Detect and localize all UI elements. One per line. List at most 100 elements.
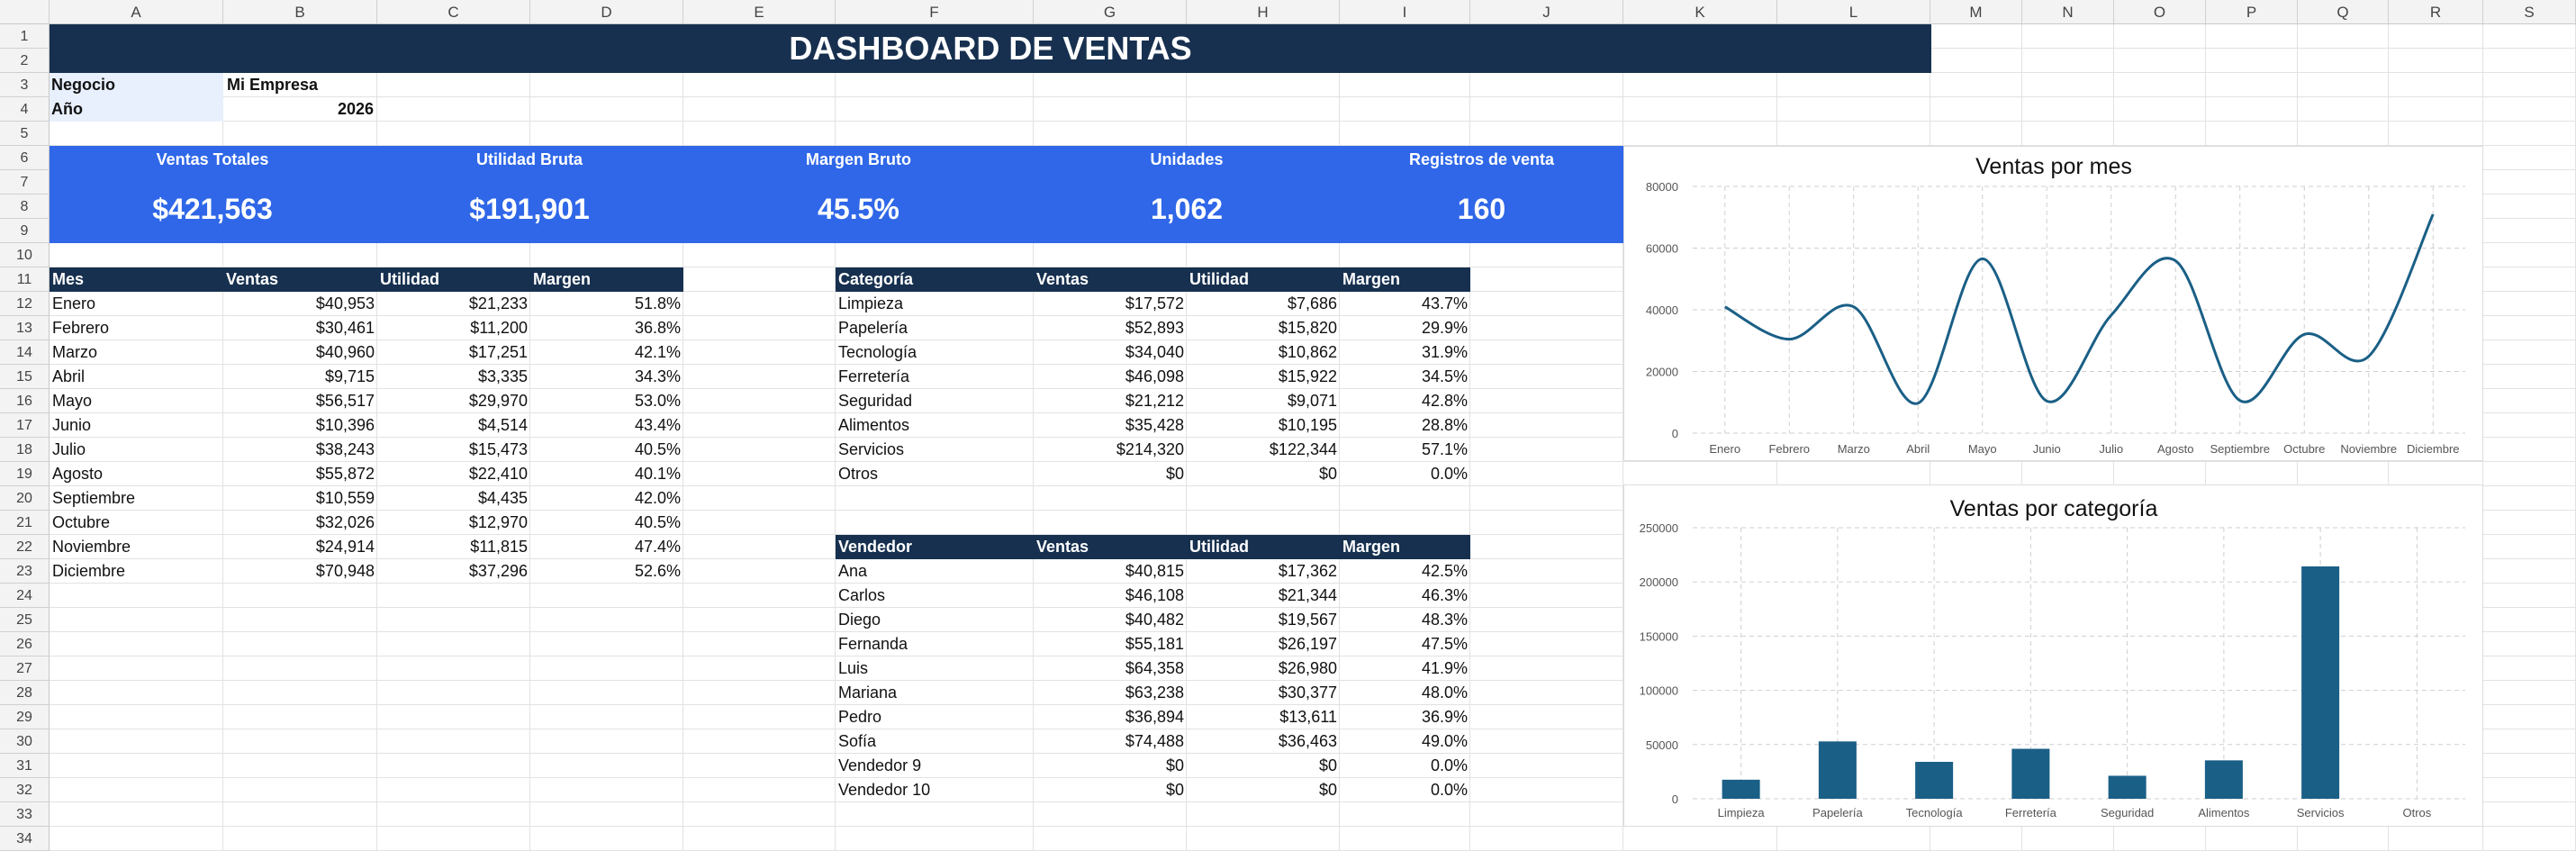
- monthly-sales-chart[interactable]: Ventas por mes 0 20000 40000 60000 80000 Enero…: [1623, 146, 2483, 461]
- seller-table-cell[interactable]: $26,197: [1278, 635, 1337, 653]
- row-header[interactable]: 22: [0, 535, 50, 559]
- bar-chart-bar[interactable]: [1722, 779, 1760, 799]
- row-header[interactable]: 19: [0, 462, 50, 486]
- monthly-table-cell[interactable]: $30,461: [315, 319, 375, 337]
- column-header[interactable]: S: [2483, 0, 2576, 24]
- seller-table-cell[interactable]: $46,108: [1125, 586, 1184, 604]
- column-header[interactable]: J: [1470, 0, 1623, 24]
- monthly-table-cell[interactable]: $11,200: [470, 319, 528, 337]
- column-header[interactable]: G: [1034, 0, 1187, 24]
- seller-table-cell[interactable]: 48.0%: [1421, 684, 1468, 702]
- column-header[interactable]: H: [1187, 0, 1340, 24]
- seller-table-cell[interactable]: $74,488: [1125, 732, 1184, 750]
- seller-table-cell[interactable]: $36,894: [1125, 708, 1184, 726]
- category-table-cell[interactable]: $35,428: [1125, 416, 1184, 434]
- column-header[interactable]: L: [1777, 0, 1930, 24]
- monthly-table-cell[interactable]: Noviembre: [52, 538, 131, 556]
- seller-table-cell[interactable]: 47.5%: [1421, 635, 1468, 653]
- category-table-cell[interactable]: $15,820: [1278, 319, 1337, 337]
- seller-table-cell[interactable]: $36,463: [1278, 732, 1337, 750]
- seller-table-cell[interactable]: 48.3%: [1421, 611, 1468, 629]
- column-header[interactable]: Q: [2298, 0, 2389, 24]
- monthly-table-cell[interactable]: Abril: [52, 367, 86, 385]
- column-header[interactable]: M: [1930, 0, 2022, 24]
- column-header[interactable]: E: [683, 0, 836, 24]
- row-header[interactable]: 33: [0, 802, 50, 827]
- seller-table-cell[interactable]: 41.9%: [1421, 659, 1468, 677]
- row-header[interactable]: 17: [0, 413, 50, 438]
- seller-table-cell[interactable]: $0: [1165, 756, 1184, 774]
- row-header[interactable]: 23: [0, 559, 50, 584]
- monthly-table-cell[interactable]: 34.3%: [634, 367, 681, 385]
- category-table-cell[interactable]: 57.1%: [1421, 440, 1468, 458]
- seller-table-cell[interactable]: $0: [1165, 781, 1184, 799]
- column-header[interactable]: R: [2389, 0, 2483, 24]
- row-header[interactable]: 15: [0, 365, 50, 389]
- category-table-cell[interactable]: 42.8%: [1421, 392, 1468, 410]
- column-header[interactable]: N: [2022, 0, 2114, 24]
- category-table-cell[interactable]: 34.5%: [1421, 367, 1468, 385]
- monthly-table-cell[interactable]: $12,970: [468, 513, 528, 531]
- monthly-table-cell[interactable]: Enero: [52, 294, 96, 312]
- seller-table-cell[interactable]: $40,815: [1125, 562, 1184, 580]
- category-table-cell[interactable]: $52,893: [1125, 319, 1184, 337]
- category-table-cell[interactable]: Servicios: [838, 440, 905, 458]
- row-header[interactable]: 1: [0, 24, 50, 49]
- column-header[interactable]: I: [1340, 0, 1470, 24]
- category-table-cell[interactable]: 0.0%: [1430, 465, 1468, 483]
- business-value[interactable]: Mi Empresa: [227, 76, 319, 94]
- column-header[interactable]: D: [530, 0, 683, 24]
- select-all-corner[interactable]: [0, 0, 50, 24]
- monthly-table-cell[interactable]: Agosto: [52, 465, 104, 483]
- row-header[interactable]: 2: [0, 49, 50, 73]
- monthly-table-cell[interactable]: Septiembre: [52, 489, 136, 507]
- seller-table-cell[interactable]: $17,362: [1278, 562, 1337, 580]
- monthly-table-cell[interactable]: Diciembre: [52, 562, 126, 580]
- seller-table-cell[interactable]: Sofía: [838, 732, 877, 750]
- column-header[interactable]: P: [2206, 0, 2298, 24]
- monthly-table-cell[interactable]: $17,251: [468, 343, 528, 361]
- category-table-cell[interactable]: $46,098: [1125, 367, 1184, 385]
- category-table-cell[interactable]: Seguridad: [838, 392, 913, 410]
- monthly-table-cell[interactable]: $29,970: [468, 392, 528, 410]
- monthly-table-cell[interactable]: $70,948: [315, 562, 375, 580]
- row-header[interactable]: 11: [0, 267, 50, 292]
- monthly-table-cell[interactable]: $10,559: [315, 489, 375, 507]
- monthly-table-cell[interactable]: $4,514: [477, 416, 528, 434]
- row-header[interactable]: 26: [0, 632, 50, 656]
- category-table-cell[interactable]: $9,071: [1287, 392, 1337, 410]
- seller-table-cell[interactable]: 0.0%: [1430, 781, 1468, 799]
- monthly-table-cell[interactable]: $15,473: [468, 440, 528, 458]
- row-header[interactable]: 6: [0, 146, 50, 170]
- seller-table-cell[interactable]: Diego: [838, 611, 881, 629]
- row-header[interactable]: 20: [0, 486, 50, 511]
- monthly-table-cell[interactable]: $55,872: [315, 465, 375, 483]
- monthly-table-cell[interactable]: $24,914: [315, 538, 375, 556]
- seller-table-cell[interactable]: Luis: [838, 659, 869, 677]
- row-header[interactable]: 16: [0, 389, 50, 413]
- row-header[interactable]: 12: [0, 292, 50, 316]
- monthly-table-cell[interactable]: $10,396: [315, 416, 375, 434]
- monthly-table-cell[interactable]: Mayo: [52, 392, 93, 410]
- row-header[interactable]: 24: [0, 584, 50, 608]
- category-table-cell[interactable]: Limpieza: [838, 294, 904, 312]
- category-table-cell[interactable]: Papelería: [838, 319, 908, 337]
- category-table-cell[interactable]: $122,344: [1269, 440, 1337, 458]
- column-header[interactable]: K: [1623, 0, 1777, 24]
- category-table-cell[interactable]: $15,922: [1278, 367, 1337, 385]
- column-header[interactable]: A: [50, 0, 223, 24]
- category-table-cell[interactable]: 29.9%: [1421, 319, 1468, 337]
- seller-table-cell[interactable]: Ana: [838, 562, 868, 580]
- category-table-cell[interactable]: Alimentos: [838, 416, 910, 434]
- category-table-cell[interactable]: Tecnología: [838, 343, 917, 361]
- row-header[interactable]: 27: [0, 656, 50, 681]
- seller-table-cell[interactable]: $13,611: [1279, 708, 1337, 726]
- row-header[interactable]: 32: [0, 778, 50, 802]
- monthly-table-cell[interactable]: $56,517: [315, 392, 375, 410]
- year-value[interactable]: 2026: [337, 100, 374, 118]
- seller-table-cell[interactable]: $0: [1318, 756, 1337, 774]
- row-header[interactable]: 9: [0, 219, 50, 243]
- seller-table-cell[interactable]: $40,482: [1125, 611, 1184, 629]
- monthly-table-cell[interactable]: $38,243: [315, 440, 375, 458]
- column-header[interactable]: C: [377, 0, 530, 24]
